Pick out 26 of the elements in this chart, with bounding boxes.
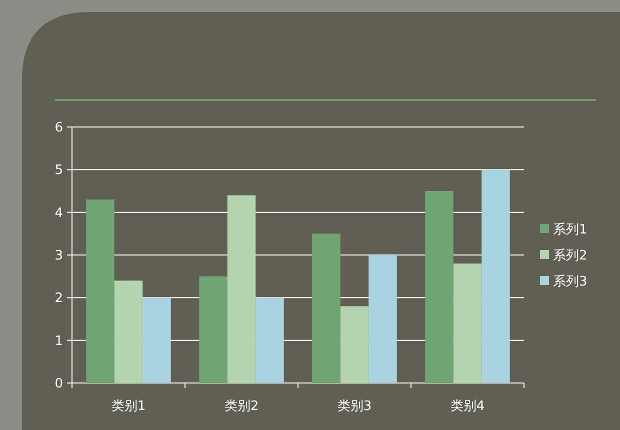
bar xyxy=(312,234,340,383)
legend-label: 系列3 xyxy=(553,274,588,290)
y-tick-label: 2 xyxy=(54,291,63,306)
y-tick-label: 6 xyxy=(54,120,63,136)
x-tick-label: 类别4 xyxy=(450,399,485,414)
bar xyxy=(482,170,510,383)
y-tick-label: 1 xyxy=(54,334,63,349)
bar xyxy=(425,191,454,383)
bar xyxy=(453,264,482,383)
x-tick-label: 类别1 xyxy=(111,399,146,414)
y-tick-label: 5 xyxy=(54,163,63,178)
bar xyxy=(86,200,114,383)
y-tick-label: 0 xyxy=(54,376,63,392)
bar xyxy=(114,280,143,383)
y-tick-label: 3 xyxy=(54,248,63,264)
x-tick-label: 类别2 xyxy=(224,399,259,414)
bar xyxy=(227,195,256,383)
x-tick-label: 类别3 xyxy=(337,399,372,414)
bar xyxy=(142,298,171,383)
bar xyxy=(199,276,228,383)
legend-label: 系列1 xyxy=(553,222,588,238)
legend-label: 系列2 xyxy=(553,248,588,264)
y-tick-label: 4 xyxy=(54,206,63,221)
bar xyxy=(256,298,284,383)
bar xyxy=(340,306,369,383)
bar xyxy=(368,255,397,383)
